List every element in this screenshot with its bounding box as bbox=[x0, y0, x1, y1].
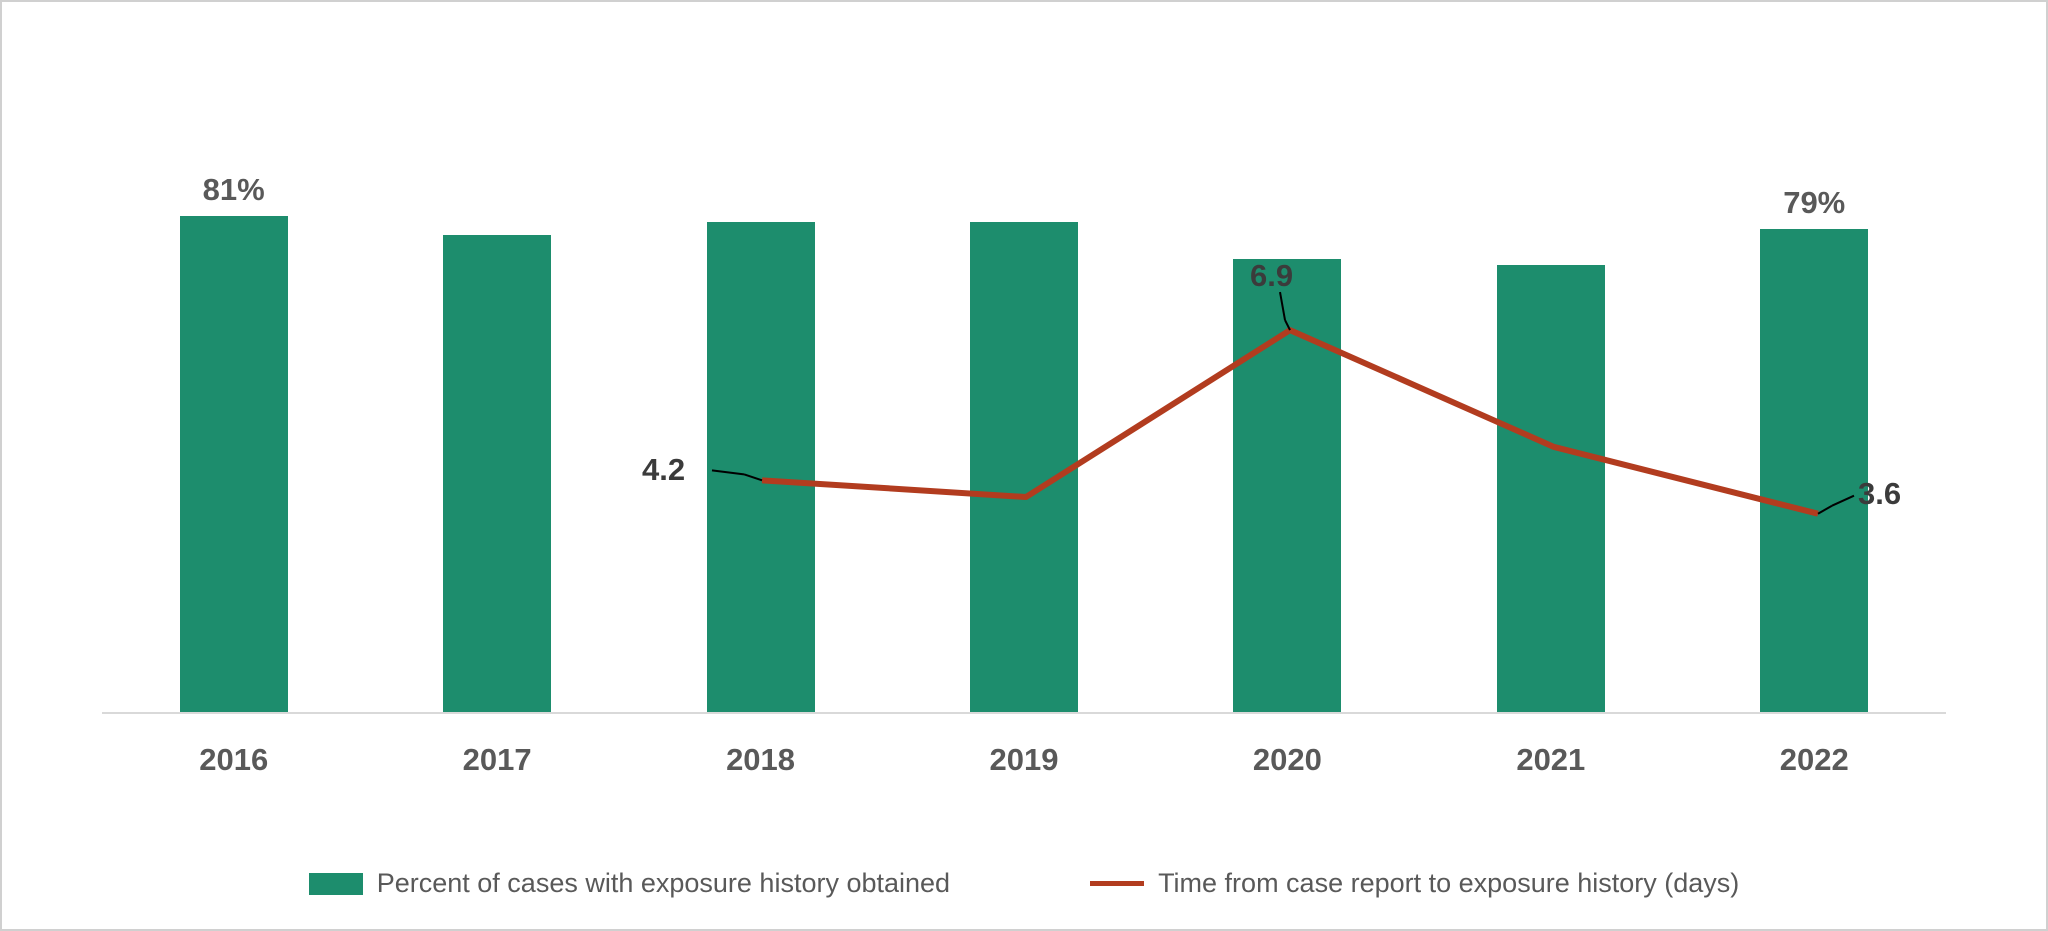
legend-label: Time from case report to exposure histor… bbox=[1158, 868, 1739, 899]
x-axis-label: 2022 bbox=[1683, 742, 1946, 778]
x-axis-label: 2016 bbox=[102, 742, 365, 778]
x-axis-label: 2020 bbox=[1156, 742, 1419, 778]
legend-item: Percent of cases with exposure history o… bbox=[309, 868, 950, 899]
bar-slot: 81% bbox=[102, 102, 365, 712]
bar bbox=[1760, 229, 1868, 712]
line-data-label: 4.2 bbox=[642, 452, 685, 488]
x-axis-label: 2017 bbox=[365, 742, 628, 778]
x-axis-label: 2021 bbox=[1419, 742, 1682, 778]
legend: Percent of cases with exposure history o… bbox=[102, 868, 1946, 899]
bar-slot bbox=[629, 102, 892, 712]
x-axis-label: 2018 bbox=[629, 742, 892, 778]
legend-swatch-bar bbox=[309, 873, 363, 895]
bar bbox=[443, 235, 551, 712]
bar-data-label: 79% bbox=[1783, 185, 1845, 221]
bar-slot bbox=[365, 102, 628, 712]
bar bbox=[970, 222, 1078, 712]
line-data-label: 6.9 bbox=[1250, 258, 1293, 294]
bar-slot bbox=[1156, 102, 1419, 712]
legend-label: Percent of cases with exposure history o… bbox=[377, 868, 950, 899]
bar-slot bbox=[1419, 102, 1682, 712]
bar bbox=[1497, 265, 1605, 712]
legend-item: Time from case report to exposure histor… bbox=[1090, 868, 1739, 899]
x-axis: 2016201720182019202020212022 bbox=[102, 742, 1946, 778]
line-data-label: 3.6 bbox=[1858, 476, 1901, 512]
bar-slot: 79% bbox=[1683, 102, 1946, 712]
plot-area: 81% 79% 4.2 6.9 3.6 bbox=[102, 102, 1946, 714]
chart-container: 81%79% 4.26.93.6 20162017201820192020202… bbox=[0, 0, 2048, 931]
bar-slot bbox=[892, 102, 1155, 712]
bar bbox=[707, 222, 815, 712]
bar bbox=[180, 216, 288, 712]
legend-swatch-line bbox=[1090, 881, 1144, 886]
x-axis-label: 2019 bbox=[892, 742, 1155, 778]
bar bbox=[1233, 259, 1341, 712]
bars-layer: 81% 79% bbox=[102, 102, 1946, 712]
bar-data-label: 81% bbox=[203, 172, 265, 208]
